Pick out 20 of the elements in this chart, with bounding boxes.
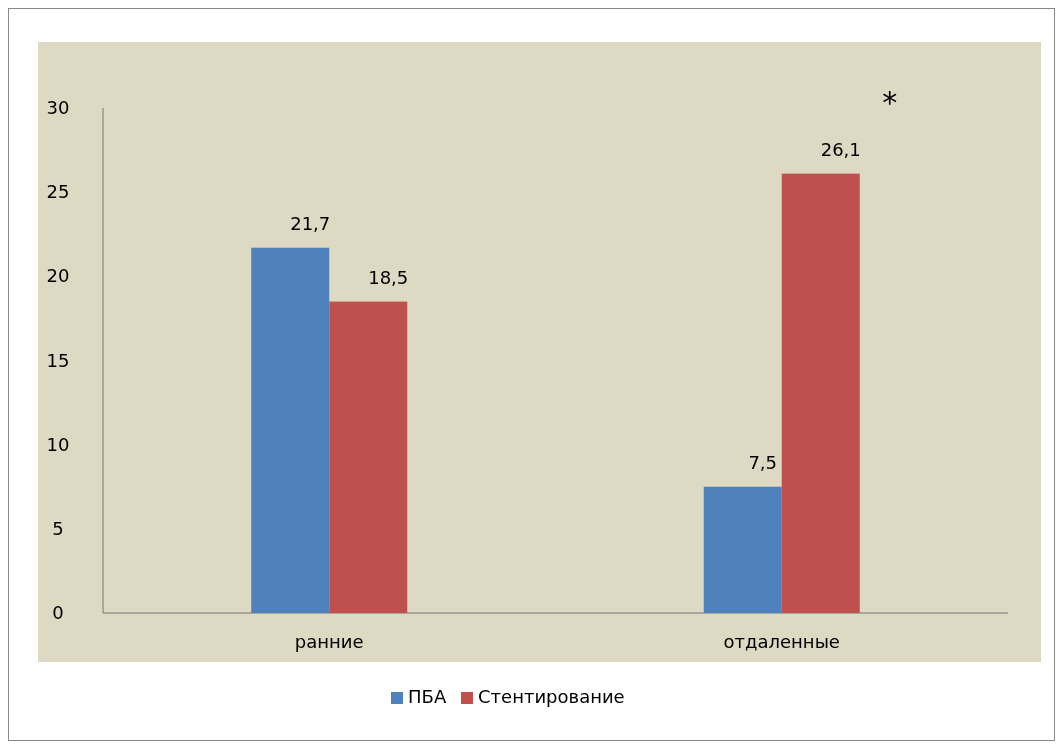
annotation: * (882, 85, 898, 120)
data-label: 26,1 (820, 138, 861, 160)
x-tick-label: отдаленные (723, 631, 840, 652)
bar (251, 247, 330, 613)
bar (781, 173, 860, 613)
y-tick-label: 10 (46, 433, 70, 455)
data-label: 21,7 (290, 212, 331, 234)
bar (329, 301, 408, 613)
y-tick-label: 20 (46, 265, 70, 287)
y-tick-label: 15 (46, 349, 70, 371)
y-tick-label: 30 (46, 97, 70, 118)
x-tick-label: ранние (294, 631, 364, 652)
data-label: 7,5 (748, 451, 778, 473)
y-tick-label: 0 (52, 602, 64, 623)
y-tick-label: 25 (46, 181, 70, 203)
y-tick-label: 5 (52, 517, 64, 539)
bar (703, 486, 782, 613)
legend-label: ПБА (408, 686, 447, 707)
legend-label: Стентирование (478, 686, 625, 707)
data-label: 18,5 (368, 266, 409, 288)
